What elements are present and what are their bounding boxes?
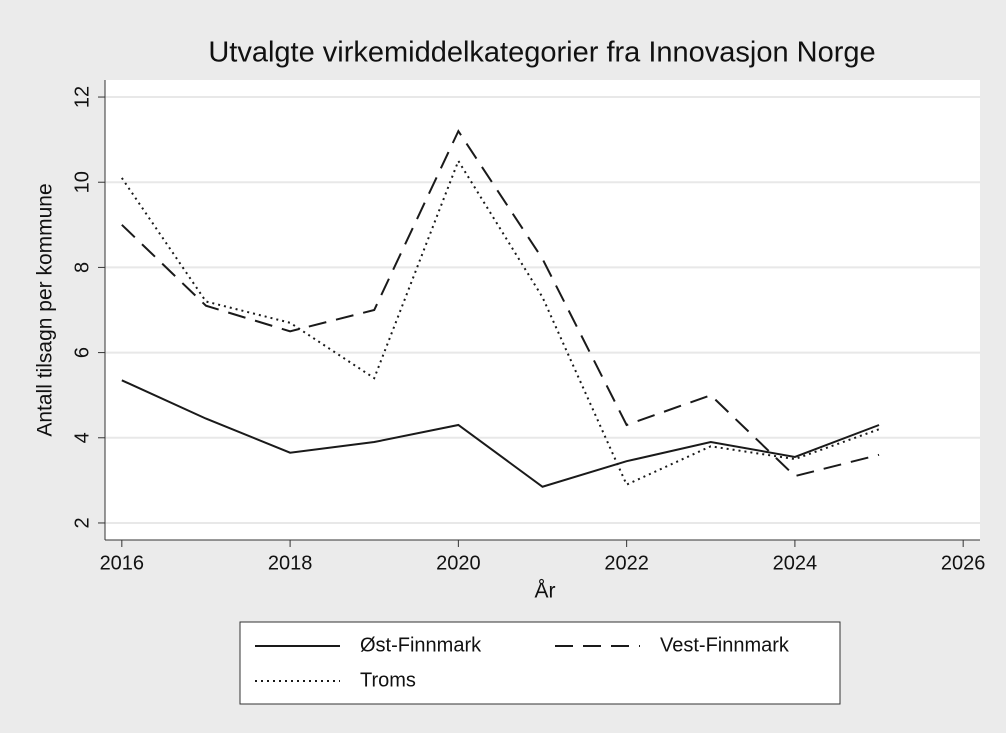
y-tick-label: 8	[71, 262, 93, 273]
y-tick-label: 6	[71, 347, 93, 358]
legend-label: Troms	[360, 669, 416, 691]
y-axis-title: Antall tilsagn per kommune	[34, 183, 57, 436]
x-tick-label: 2024	[773, 552, 818, 574]
series-line	[121, 158, 880, 486]
y-tick-label: 12	[71, 86, 93, 108]
y-tick-label: 4	[71, 432, 93, 443]
series-line	[121, 129, 880, 478]
series-line	[121, 379, 880, 488]
plot-area	[105, 80, 980, 540]
x-tick-label: 2022	[604, 552, 649, 574]
y-tick-label: 10	[71, 171, 93, 193]
x-tick-label: 2018	[268, 552, 313, 574]
x-tick-label: 2026	[941, 552, 986, 574]
legend-box	[239, 621, 841, 705]
legend-label: Øst-Finnmark	[360, 634, 482, 656]
x-tick-label: 2016	[100, 552, 145, 574]
y-tick-label: 2	[71, 517, 93, 528]
x-axis-title: År	[535, 580, 556, 603]
legend-label: Vest-Finnmark	[660, 634, 790, 656]
x-tick-label: 2020	[436, 552, 481, 574]
chart-title: Utvalgte virkemiddelkategorier fra Innov…	[208, 37, 875, 69]
